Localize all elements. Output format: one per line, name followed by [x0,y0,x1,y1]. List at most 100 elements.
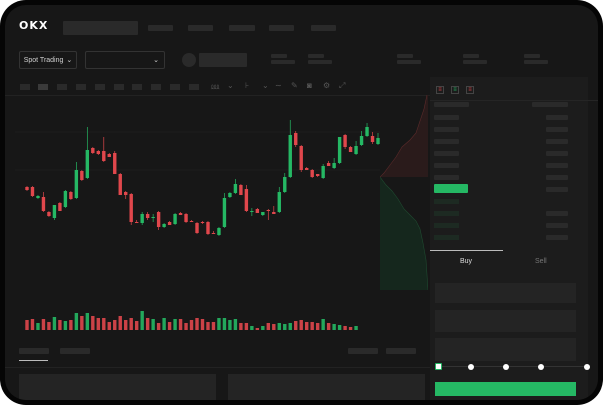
active-tab-indicator [430,250,503,251]
stat-value [308,60,332,64]
search-placeholder[interactable] [63,21,138,35]
candle-body [156,212,161,227]
bottom-action[interactable] [386,348,416,354]
stat-label [308,54,324,58]
candle-body [195,223,199,233]
stat-value [271,60,295,64]
ask-price[interactable] [434,163,459,168]
settings-icon[interactable]: ⚙ [323,81,331,90]
tab-open-orders[interactable] [19,348,49,354]
ask-price[interactable] [434,127,459,132]
orderbook-both-icon[interactable]: ≡ [436,86,444,94]
ask-amount [546,163,568,168]
ask-price[interactable] [434,175,459,180]
volume-bar [266,323,271,330]
interval-button[interactable] [57,84,67,90]
pen-icon[interactable]: ✎ [291,81,298,90]
bid-price[interactable] [434,235,459,240]
buy-submit-button[interactable] [435,382,576,396]
fullscreen-icon[interactable]: ⤢ [339,81,346,90]
candle-body [206,222,210,234]
volume-bar [255,328,260,330]
candle-body [129,194,133,222]
chevron-down-icon[interactable]: ⌄ [262,81,269,90]
volume-bar [217,318,221,330]
last-price-badge [434,184,468,193]
okx-logo[interactable]: OKX [19,19,49,32]
candle-body [233,184,238,193]
volume-bar [85,313,90,330]
chevron-down-icon[interactable]: ⌄ [227,81,234,90]
amount-input[interactable] [435,310,576,332]
price-header [434,102,469,107]
chart-type-icon[interactable]: ⊦ [245,81,250,90]
candle-body [359,136,364,145]
slider-handle[interactable] [435,363,442,370]
interval-button[interactable] [76,84,86,90]
ask-price[interactable] [434,151,459,156]
nav-item[interactable] [311,25,336,31]
line-chart-icon[interactable]: ∼ [275,81,282,90]
spot-trading-dropdown[interactable]: Spot Trading ⌄ [19,51,77,69]
orders-card [19,374,216,400]
bid-price[interactable] [434,223,459,228]
amount-header [532,102,568,107]
tab-sell[interactable]: Sell [535,258,547,265]
bid-price[interactable] [434,199,459,204]
active-tab-indicator [19,360,48,361]
candle-body [365,127,369,136]
volume-bar [299,320,303,330]
slider-stop[interactable] [538,364,544,370]
indicator-icon[interactable]: ⅏ [211,82,220,91]
candle-body [255,209,260,213]
ask-price[interactable] [434,115,459,120]
interval-button[interactable] [132,84,142,90]
candle-body [370,136,375,142]
candle-body [211,233,216,234]
slider-stop[interactable] [584,364,590,370]
volume-bar [69,320,73,330]
interval-button[interactable] [114,84,124,90]
ask-price[interactable] [434,139,459,144]
candle-body [173,214,177,224]
interval-button[interactable] [151,84,161,90]
orderbook-asks-icon[interactable]: ≡ [466,86,474,94]
stat-label [271,54,287,58]
interval-button[interactable] [189,84,199,90]
slider-track[interactable] [438,366,588,367]
candle-body [162,224,166,227]
interval-button[interactable] [95,84,105,90]
pair-select[interactable]: ⌄ [85,51,165,69]
nav-item[interactable] [188,25,213,31]
slider-stop[interactable] [503,364,509,370]
divider [5,95,430,96]
tab-order-history[interactable] [60,348,90,354]
price-input[interactable] [435,283,576,303]
nav-item[interactable] [148,25,173,31]
ask-amount [546,139,568,144]
orderbook-bids-icon[interactable]: ≡ [451,86,459,94]
volume-bar [129,318,133,330]
volume-bar [102,318,106,330]
camera-icon[interactable]: ◙ [307,81,312,90]
candle-body [178,213,183,215]
candlestick-chart[interactable] [15,95,380,335]
candle-body [25,187,29,190]
interval-button[interactable] [20,84,30,90]
volume-bar [58,320,62,330]
candle-body [145,214,150,218]
volume-bar [113,320,117,330]
interval-button[interactable] [170,84,180,90]
bottom-action[interactable] [348,348,378,354]
candle-body [299,146,303,170]
nav-item[interactable] [229,25,255,31]
total-input[interactable] [435,338,576,361]
nav-item[interactable] [269,25,294,31]
candle-body [41,197,46,211]
tab-buy[interactable]: Buy [460,258,473,265]
slider-stop[interactable] [468,364,474,370]
candle-body [30,187,35,196]
interval-button-active[interactable] [38,84,48,90]
bid-price[interactable] [434,211,459,216]
candle-body [305,168,309,170]
